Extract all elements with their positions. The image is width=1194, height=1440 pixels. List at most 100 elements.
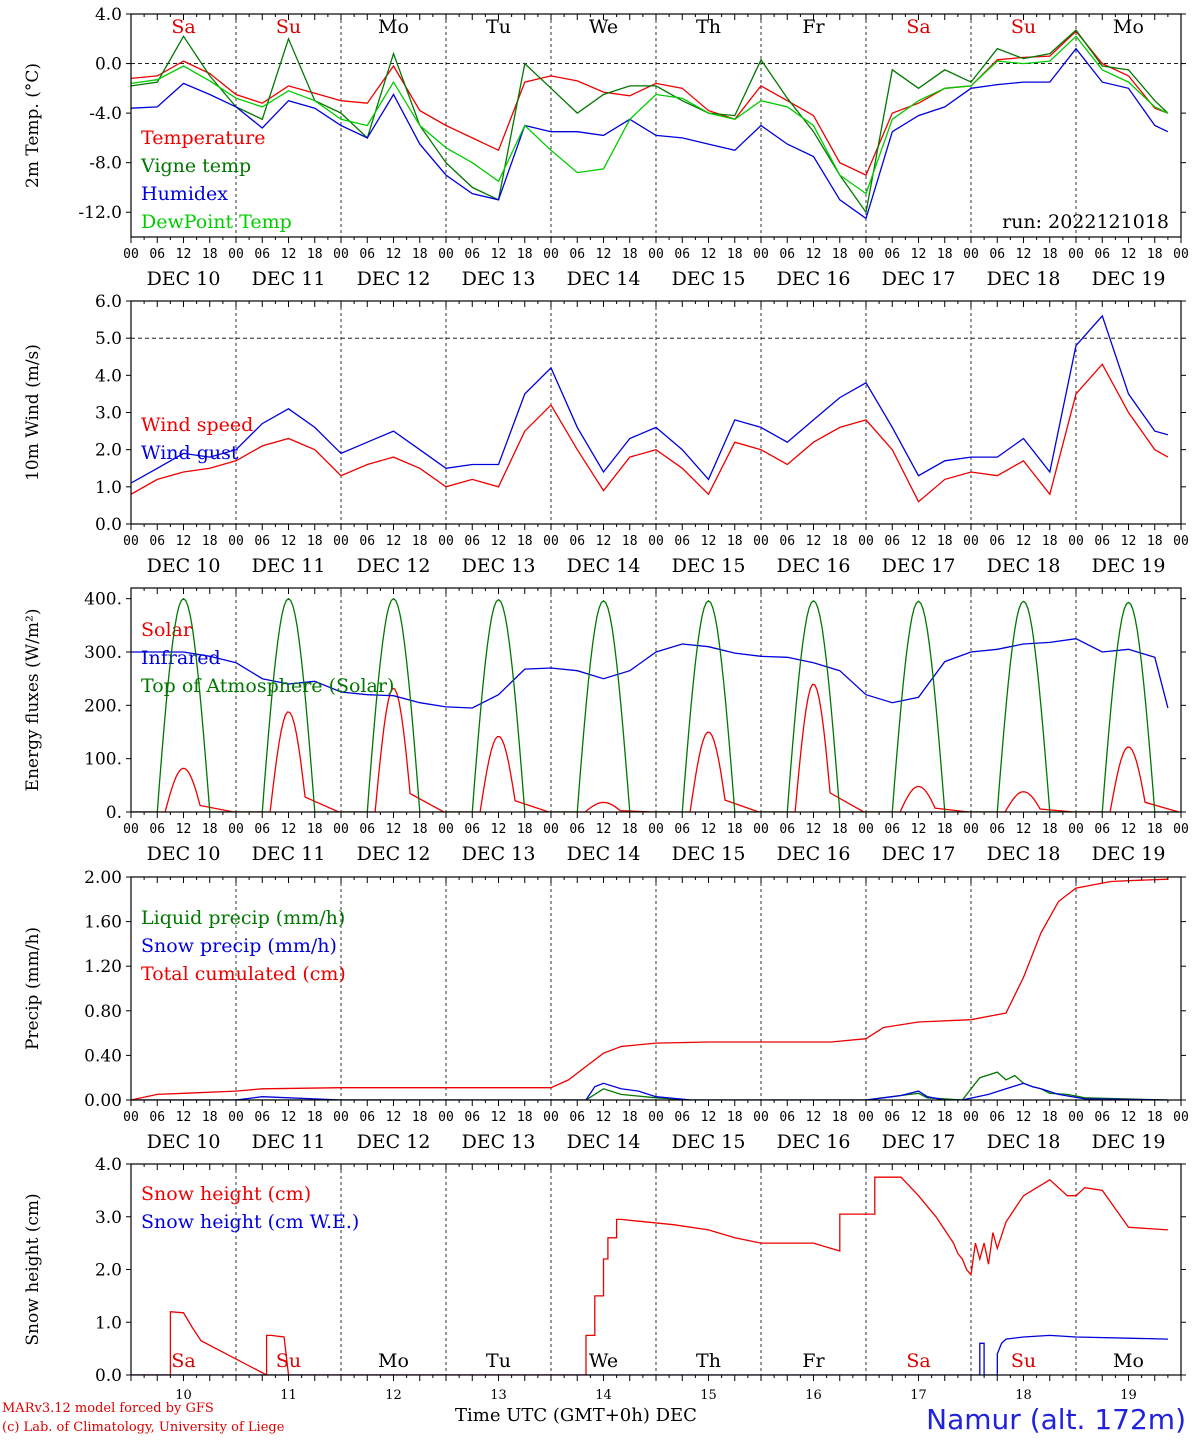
x-hour-label: 12 <box>806 247 822 262</box>
y-tick-label: 0. <box>106 803 122 823</box>
x-day-number: 14 <box>595 1388 612 1403</box>
credit-line-2: (c) Lab. of Climatology, University of L… <box>2 1420 285 1435</box>
x-hour-label: 12 <box>911 247 927 262</box>
x-hour-label: 12 <box>491 1110 507 1125</box>
credit-line-1: MARv3.12 model forced by GFS <box>2 1401 214 1416</box>
x-hour-label: 12 <box>596 822 612 837</box>
x-hour-label: 12 <box>1121 247 1137 262</box>
legend-entry: Solar <box>141 619 193 641</box>
x-hour-label: 06 <box>989 1110 1005 1125</box>
y-tick-label: 0.0 <box>95 55 122 75</box>
chart-panel-5: Snow height (cm) Snow height (cm W.E.) 4.0… <box>23 1155 1186 1403</box>
x-hour-label: 12 <box>176 1110 192 1125</box>
x-axis-title-text: Time UTC (GMT+0h) <box>455 1405 650 1426</box>
x-hour-label: 00 <box>228 822 244 837</box>
x-hour-label: 00 <box>123 534 139 549</box>
legend-entry: Vigne temp <box>140 155 251 177</box>
legend-entry: Liquid precip (mm/h) <box>141 907 345 929</box>
x-hour-label: 00 <box>753 822 769 837</box>
x-hour-label: 18 <box>727 247 743 262</box>
legend-entry: Humidex <box>141 183 228 205</box>
series-line-liquid-precip-mm-h- <box>131 1071 1168 1100</box>
x-hour-label: 00 <box>1173 247 1189 262</box>
x-hour-label: 06 <box>149 247 165 262</box>
x-hour-label: 12 <box>701 247 717 262</box>
x-hour-label: 06 <box>989 822 1005 837</box>
x-day-label: DEC 12 <box>357 843 431 865</box>
x-day-label: DEC 17 <box>882 1131 956 1153</box>
x-hour-label: 00 <box>123 1110 139 1125</box>
y-axis-label: Energy fluxes (W/m²) <box>23 609 43 792</box>
x-day-label: DEC 14 <box>567 555 641 577</box>
series-line-dewpoint-temp <box>131 35 1169 195</box>
y-tick-label: 4.0 <box>95 5 122 25</box>
y-tick-label: 0.00 <box>84 1091 122 1111</box>
x-hour-label: 00 <box>123 247 139 262</box>
x-day-label: DEC 15 <box>672 268 746 290</box>
x-hour-label: 00 <box>753 1110 769 1125</box>
x-day-label: DEC 18 <box>987 268 1061 290</box>
plot-frame <box>130 300 1182 525</box>
y-axis-label: 2m Temp. (°C) <box>23 63 43 188</box>
x-hour-label: 12 <box>281 1110 297 1125</box>
x-hour-label: 18 <box>622 247 638 262</box>
x-hour-label: 06 <box>674 1110 690 1125</box>
x-hour-label: 12 <box>1016 822 1032 837</box>
x-hour-label: 18 <box>727 822 743 837</box>
x-hour-label: 06 <box>674 822 690 837</box>
x-hour-label: 18 <box>412 247 428 262</box>
series-line-solar <box>131 683 1179 812</box>
x-hour-label: 18 <box>202 1110 218 1125</box>
legend-entry: Wind speed <box>141 414 253 436</box>
x-day-label: DEC 16 <box>777 843 851 865</box>
legend-entry: Snow height (cm W.E.) <box>141 1211 359 1233</box>
x-day-label: DEC 14 <box>567 1131 641 1153</box>
x-hour-label: 18 <box>307 1110 323 1125</box>
x-day-number: 11 <box>280 1388 297 1403</box>
x-hour-label: 06 <box>254 822 270 837</box>
x-hour-label: 00 <box>1068 1110 1084 1125</box>
x-hour-label: 00 <box>858 534 874 549</box>
series-line-infrared <box>131 638 1169 709</box>
x-hour-label: 00 <box>438 1110 454 1125</box>
plot-frame <box>130 13 1182 238</box>
x-hour-label: 12 <box>1121 822 1137 837</box>
x-hour-label: 00 <box>438 534 454 549</box>
x-hour-label: 18 <box>517 247 533 262</box>
x-day-label: DEC 17 <box>882 843 956 865</box>
y-tick-label: 3.0 <box>95 404 122 424</box>
plot-frame <box>130 587 1182 813</box>
x-hour-label: 00 <box>228 1110 244 1125</box>
legend-entry: Snow precip (mm/h) <box>141 935 337 957</box>
weekday-label: Sa <box>906 16 930 38</box>
x-day-label: DEC 18 <box>987 843 1061 865</box>
legend-entry: Temperature <box>141 127 265 149</box>
weekday-label: Fr <box>802 16 825 38</box>
x-hour-label: 00 <box>543 1110 559 1125</box>
x-hour-label: 18 <box>1042 534 1058 549</box>
weekday-label: Su <box>276 1350 301 1372</box>
y-tick-label: 0.80 <box>84 1002 122 1022</box>
x-hour-label: 12 <box>911 822 927 837</box>
x-day-label: DEC 10 <box>147 268 221 290</box>
y-tick-label: 3.0 <box>95 1208 122 1228</box>
y-axis-label: 10m Wind (m/s) <box>23 344 43 481</box>
weekday-label: Su <box>276 16 301 38</box>
x-hour-label: 18 <box>412 822 428 837</box>
x-hour-label: 06 <box>569 534 585 549</box>
weekday-label: We <box>589 1350 618 1372</box>
x-hour-label: 18 <box>937 1110 953 1125</box>
x-day-label: DEC 12 <box>357 555 431 577</box>
x-hour-label: 18 <box>1147 822 1163 837</box>
x-hour-label: 12 <box>806 1110 822 1125</box>
y-axis-label: Precip (mm/h) <box>23 927 43 1050</box>
x-hour-label: 06 <box>149 822 165 837</box>
x-hour-label: 06 <box>674 247 690 262</box>
x-hour-label: 18 <box>937 534 953 549</box>
weekday-label: Th <box>696 16 721 38</box>
legend-entry: Total cumulated (cm) <box>141 963 346 985</box>
x-hour-label: 12 <box>281 822 297 837</box>
weekday-label: Tu <box>486 16 511 38</box>
weekday-label: Su <box>1011 16 1036 38</box>
x-hour-label: 18 <box>622 1110 638 1125</box>
